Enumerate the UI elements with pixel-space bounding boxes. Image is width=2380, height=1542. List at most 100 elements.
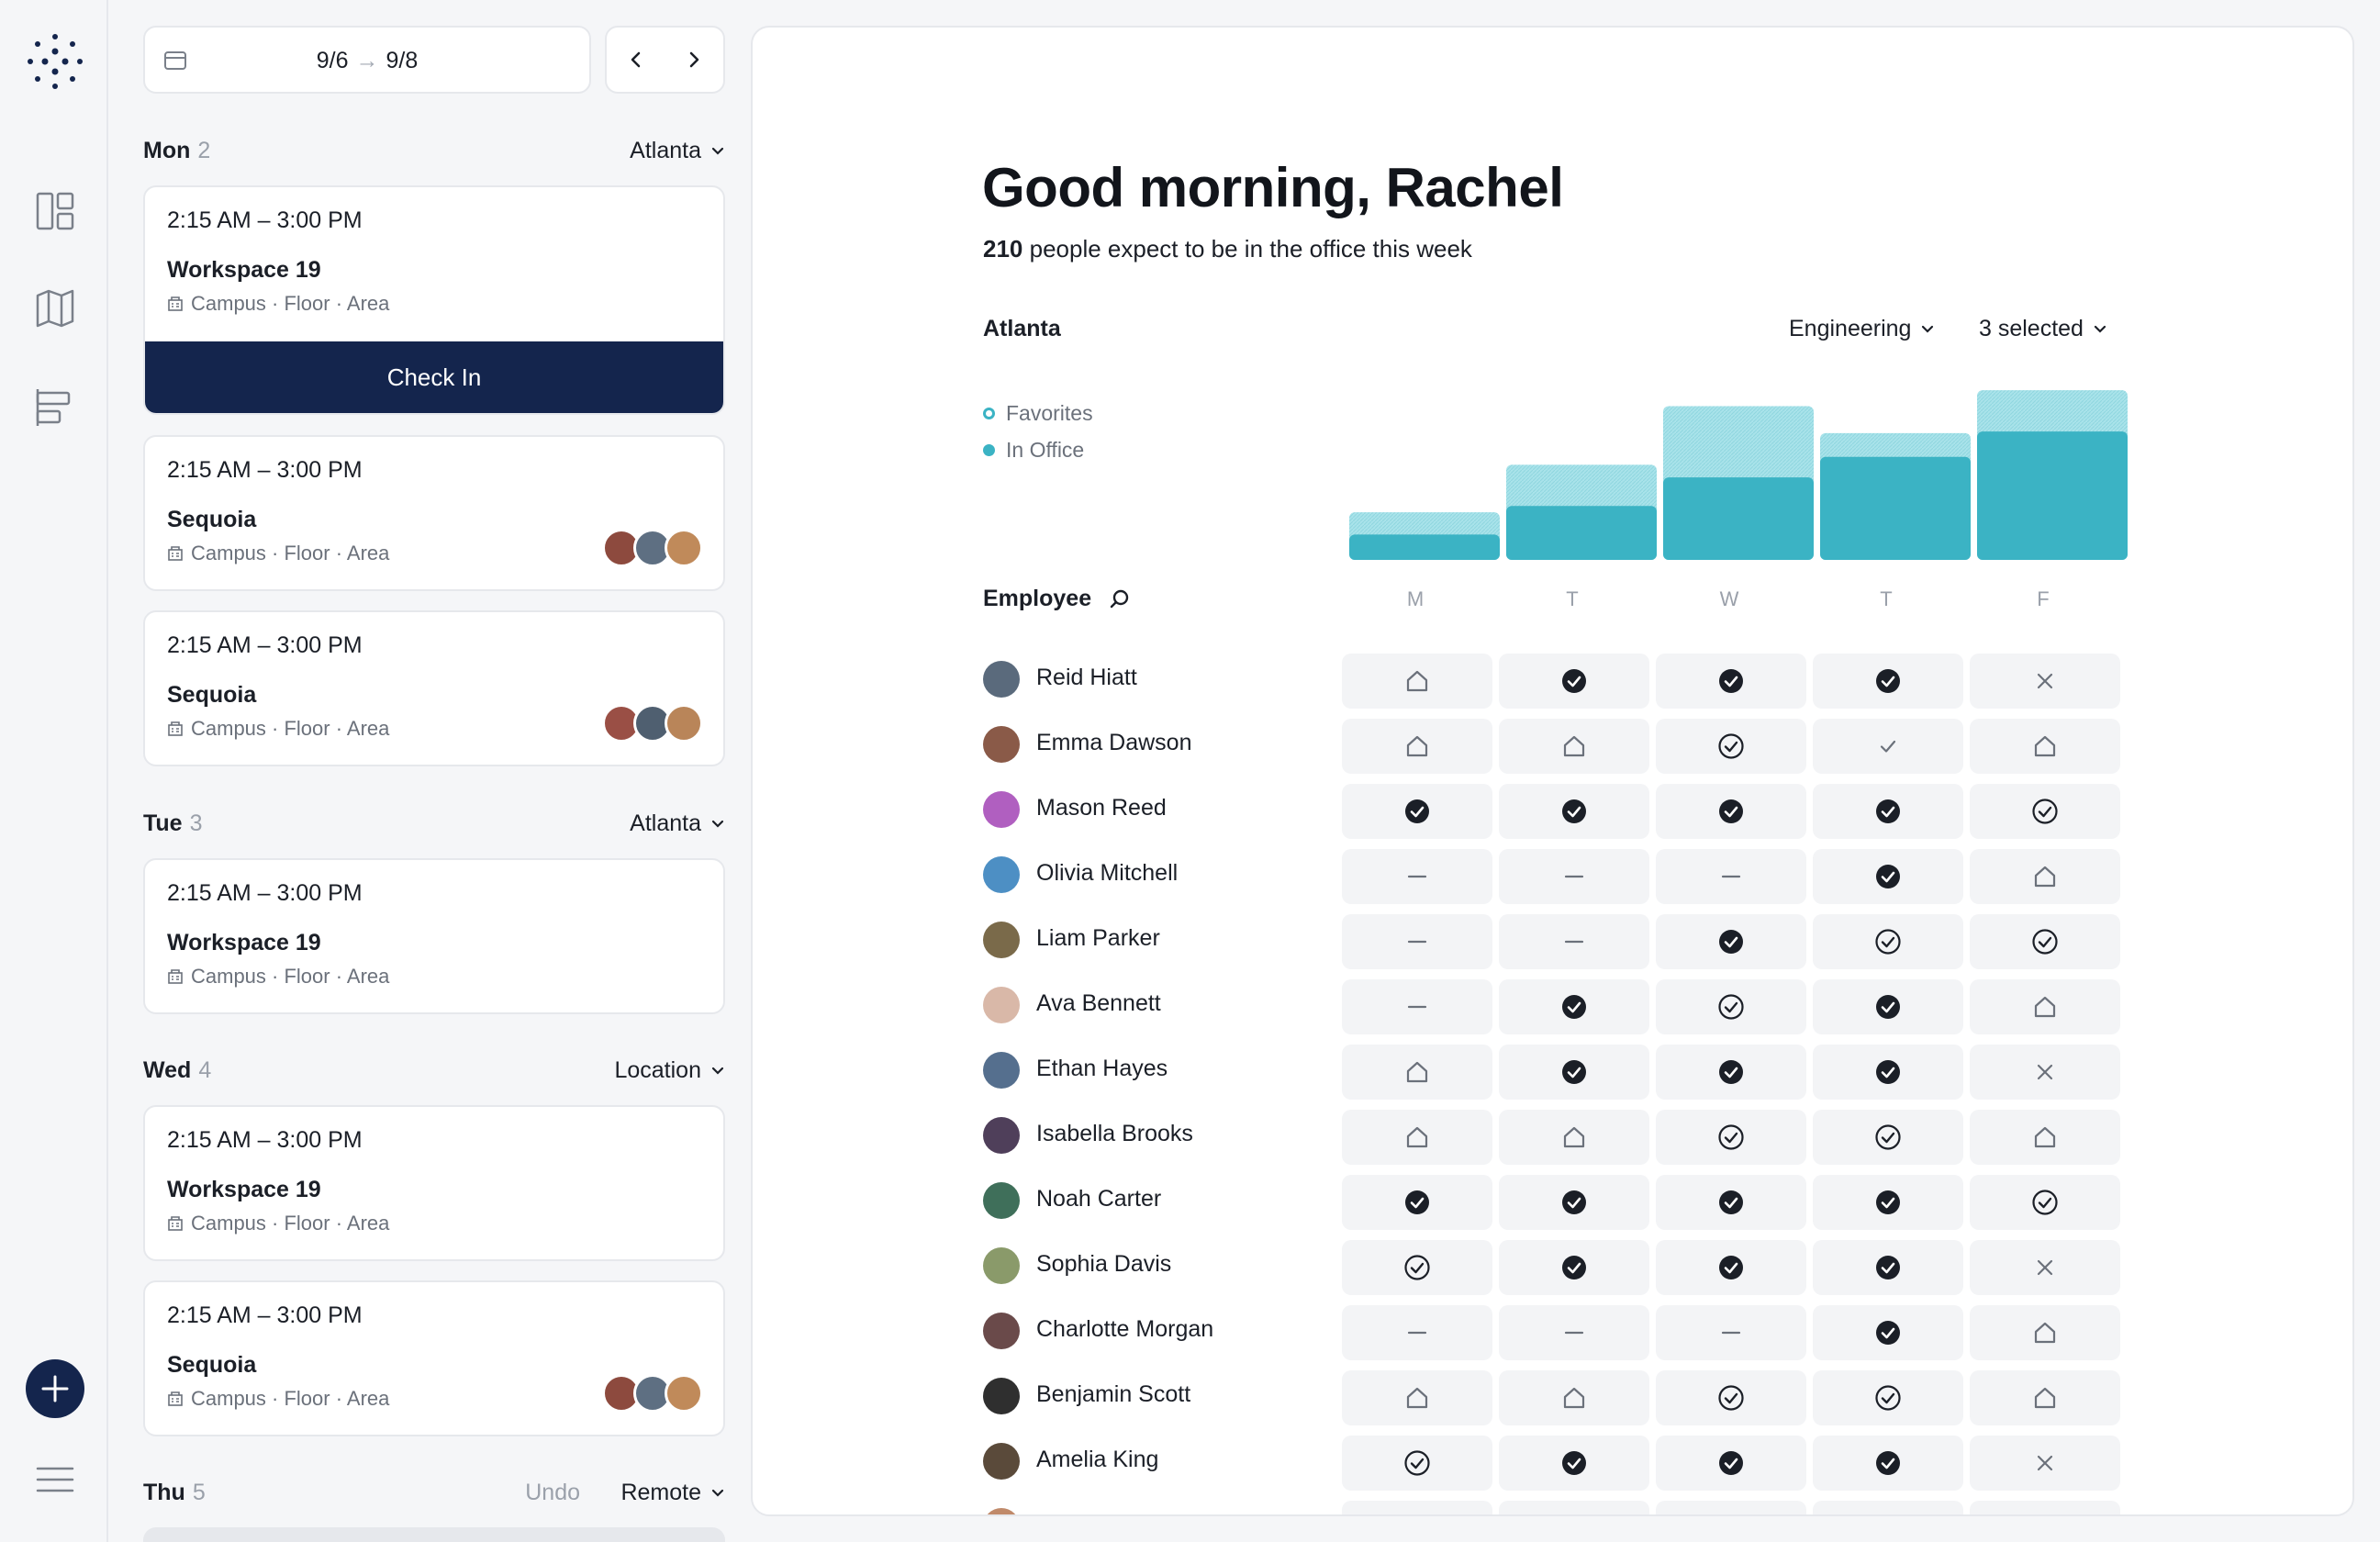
status-cell[interactable] [1656,914,1806,969]
search-icon[interactable] [1108,587,1132,611]
status-cell[interactable] [1970,1370,2120,1425]
status-cell[interactable] [1342,849,1492,904]
status-cell[interactable] [1970,1501,2120,1514]
status-cell[interactable] [1656,784,1806,839]
status-cell[interactable] [1970,784,2120,839]
table-row[interactable]: Noah Carter [753,1168,2352,1233]
status-cell[interactable] [1656,719,1806,774]
booking-card[interactable]: 2:15 AM – 3:00 PM Workspace 19 Campus · … [143,1105,725,1261]
status-cell[interactable] [1970,1305,2120,1360]
status-cell[interactable] [1499,654,1649,709]
status-cell[interactable] [1970,1436,2120,1491]
status-cell[interactable] [1499,1501,1649,1514]
dashboard-icon[interactable] [33,189,77,233]
table-row[interactable]: Isabella Brooks [753,1102,2352,1168]
schedule-icon[interactable] [33,386,77,430]
status-cell[interactable] [1970,914,2120,969]
table-row[interactable]: Emma Dawson [753,711,2352,777]
status-cell[interactable] [1342,979,1492,1034]
status-cell[interactable] [1970,654,2120,709]
status-cell[interactable] [1970,849,2120,904]
table-row[interactable]: Mason Reed [753,777,2352,842]
status-cell[interactable] [1499,719,1649,774]
table-row[interactable]: Olivia Mitchell [753,842,2352,907]
status-cell[interactable] [1813,914,1963,969]
location-dropdown[interactable]: Atlanta [630,138,725,164]
check-in-button[interactable]: Check In [145,341,723,413]
status-cell[interactable] [1656,1370,1806,1425]
status-cell[interactable] [1813,1045,1963,1100]
status-cell[interactable] [1970,1110,2120,1165]
status-cell[interactable] [1499,979,1649,1034]
status-cell[interactable] [1342,654,1492,709]
status-cell[interactable] [1813,1436,1963,1491]
status-cell[interactable] [1970,719,2120,774]
booking-card[interactable]: 2:15 AM – 3:00 PM Sequoia Campus · Floor… [143,435,725,591]
status-cell[interactable] [1813,1175,1963,1230]
department-filter[interactable]: Engineering [1789,316,1935,342]
status-cell[interactable] [1970,1240,2120,1295]
status-cell[interactable] [1813,1501,1963,1514]
status-cell[interactable] [1342,1305,1492,1360]
location-dropdown[interactable]: Remote [620,1480,725,1506]
status-cell[interactable] [1656,1175,1806,1230]
status-cell[interactable] [1499,1110,1649,1165]
status-cell[interactable] [1656,849,1806,904]
table-row[interactable]: Reid Hiatt [753,646,2352,711]
status-cell[interactable] [1499,1240,1649,1295]
status-cell[interactable] [1813,1305,1963,1360]
status-cell[interactable] [1656,1305,1806,1360]
status-cell[interactable] [1656,979,1806,1034]
map-icon[interactable] [33,286,77,330]
status-cell[interactable] [1813,849,1963,904]
table-row[interactable]: Charlotte Morgan [753,1298,2352,1363]
status-cell[interactable] [1342,1045,1492,1100]
status-cell[interactable] [1499,1436,1649,1491]
status-cell[interactable] [1342,914,1492,969]
status-cell[interactable] [1499,914,1649,969]
table-row[interactable]: Benjamin Scott [753,1363,2352,1428]
status-cell[interactable] [1342,719,1492,774]
booking-card[interactable]: 2:15 AM – 3:00 PM Sequoia Campus · Floor… [143,1280,725,1436]
status-cell[interactable] [1342,1436,1492,1491]
attendee-avatars[interactable] [602,529,703,567]
booking-card[interactable]: 2:15 AM – 3:00 PM Sequoia Campus · Floor… [143,610,725,766]
status-cell[interactable] [1499,784,1649,839]
status-cell[interactable] [1970,1045,2120,1100]
location-dropdown[interactable]: Atlanta [630,810,725,837]
status-cell[interactable] [1813,654,1963,709]
booking-card[interactable]: 2:15 AM – 3:00 PM Workspace 19 Campus · … [143,858,725,1014]
status-cell[interactable] [1813,719,1963,774]
table-row[interactable]: Ava Bennett [753,972,2352,1037]
table-row[interactable]: James Wright [753,1493,2352,1514]
next-week-button[interactable] [665,28,724,92]
date-range-picker[interactable]: 9/6 → 9/8 [143,26,591,94]
table-row[interactable]: Liam Parker [753,907,2352,972]
status-cell[interactable] [1656,1501,1806,1514]
table-row[interactable]: Amelia King [753,1428,2352,1493]
undo-button[interactable]: Undo [525,1480,580,1505]
status-cell[interactable] [1656,1110,1806,1165]
attendee-avatars[interactable] [602,1374,703,1413]
add-button[interactable] [26,1359,84,1418]
team-filter[interactable]: 3 selected [1979,316,2107,342]
logo-icon[interactable] [27,33,84,90]
status-cell[interactable] [1813,1240,1963,1295]
status-cell[interactable] [1342,1110,1492,1165]
status-cell[interactable] [1656,1045,1806,1100]
attendee-avatars[interactable] [602,704,703,743]
location-dropdown[interactable]: Location [614,1057,725,1084]
status-cell[interactable] [1656,654,1806,709]
status-cell[interactable] [1499,849,1649,904]
status-cell[interactable] [1499,1045,1649,1100]
status-cell[interactable] [1342,1370,1492,1425]
status-cell[interactable] [1499,1175,1649,1230]
status-cell[interactable] [1970,979,2120,1034]
prev-week-button[interactable] [607,28,665,92]
status-cell[interactable] [1970,1175,2120,1230]
status-cell[interactable] [1656,1436,1806,1491]
status-cell[interactable] [1813,1110,1963,1165]
status-cell[interactable] [1342,1501,1492,1514]
table-row[interactable]: Ethan Hayes [753,1037,2352,1102]
booking-card[interactable]: 2:15 AM – 3:00 PM Workspace 19 Campus · … [143,185,725,415]
